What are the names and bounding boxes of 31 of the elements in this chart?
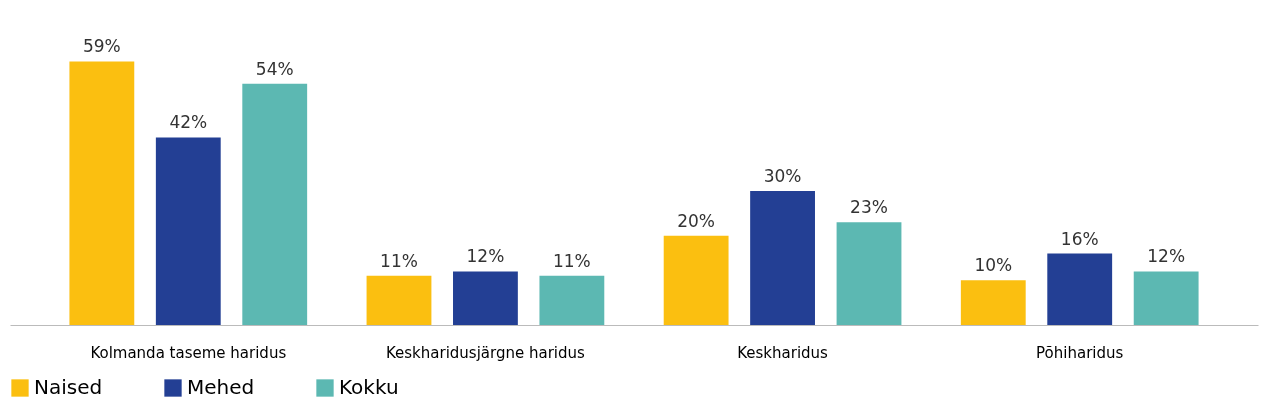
x-tick-label: Põhiharidus bbox=[1036, 343, 1124, 362]
x-tick-label: Keskharidus bbox=[737, 343, 829, 362]
data-label: 11% bbox=[552, 250, 591, 271]
data-label: 30% bbox=[763, 166, 802, 186]
data-label: 42% bbox=[169, 112, 208, 133]
bar bbox=[1133, 271, 1199, 325]
legend-label: Kokku bbox=[339, 375, 399, 399]
data-label: 20% bbox=[677, 210, 716, 231]
bar bbox=[453, 271, 518, 325]
legend-label: Mehed bbox=[187, 375, 255, 399]
bar bbox=[69, 61, 135, 325]
bar bbox=[960, 280, 1026, 325]
data-label: 12% bbox=[1147, 246, 1186, 267]
bar bbox=[1047, 253, 1113, 325]
bar bbox=[836, 222, 902, 325]
data-label: 11% bbox=[380, 250, 418, 271]
data-label: 16% bbox=[1060, 228, 1099, 249]
data-label: 10% bbox=[974, 255, 1013, 276]
x-tick-label: Keskharidusjärgne haridus bbox=[385, 343, 586, 362]
bar bbox=[539, 275, 605, 325]
data-label: 54% bbox=[255, 58, 294, 79]
bar bbox=[663, 235, 729, 325]
bar bbox=[366, 275, 432, 325]
data-label: 23% bbox=[850, 197, 888, 218]
bar bbox=[155, 137, 221, 325]
data-label: 12% bbox=[466, 246, 505, 267]
data-label: 59% bbox=[82, 36, 121, 57]
x-tick-label: Kolmanda taseme haridus bbox=[90, 343, 287, 362]
legend-label: Naised bbox=[34, 375, 103, 399]
bar bbox=[750, 191, 815, 325]
bar bbox=[242, 83, 308, 325]
